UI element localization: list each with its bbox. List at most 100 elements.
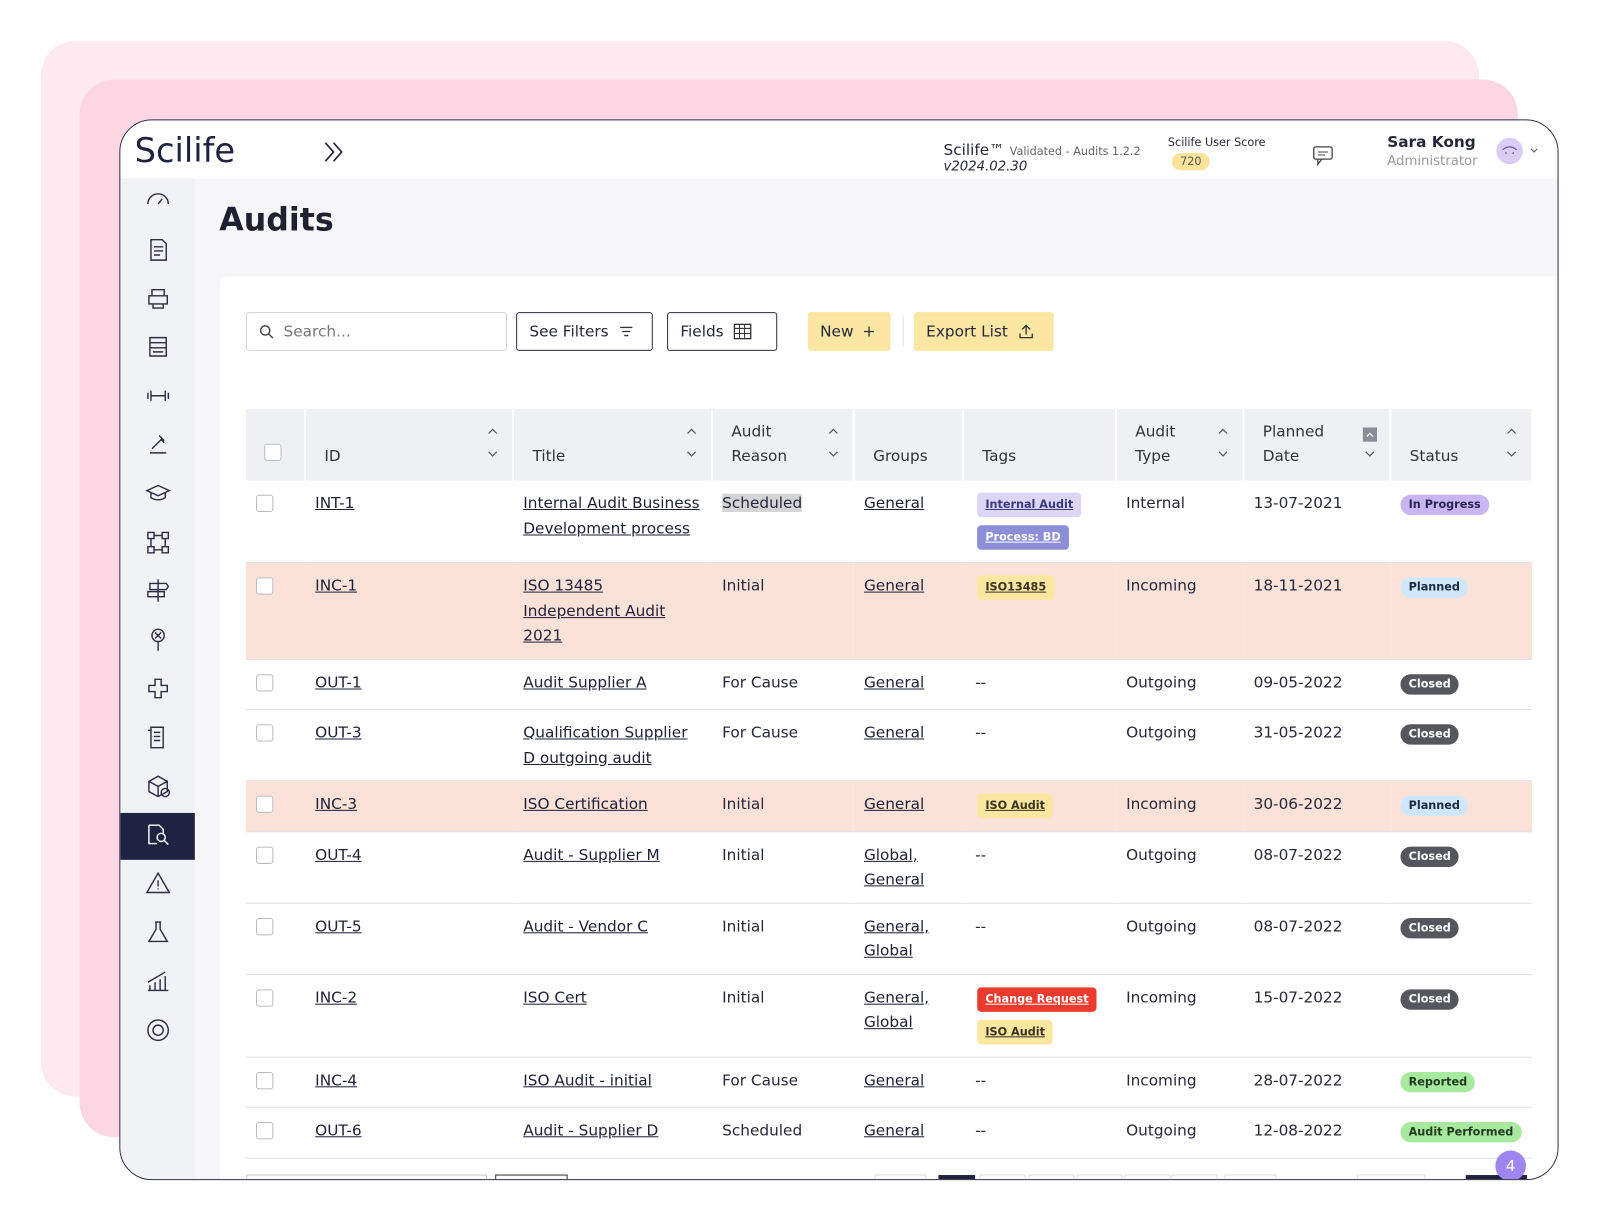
audit-title-link[interactable]: ISO 13485 Independent Audit 2021	[523, 576, 666, 645]
column-header[interactable]: Planned Date	[1243, 409, 1392, 481]
avatar[interactable]	[1495, 137, 1540, 166]
empty-tags: --	[975, 723, 987, 742]
group-link[interactable]: General	[863, 672, 925, 692]
group-link[interactable]: General	[863, 794, 925, 813]
group-link[interactable]: General	[863, 723, 925, 742]
sidebar-item[interactable]	[120, 570, 194, 617]
checkbox[interactable]	[256, 494, 274, 513]
group-link[interactable]: General	[863, 1120, 925, 1140]
tag-chip[interactable]: ISO13485	[977, 575, 1055, 600]
tag-chip[interactable]: Internal Audit	[977, 492, 1082, 518]
new-button[interactable]: New	[807, 312, 891, 351]
table-row: OUT-6 Audit - Supplier D Scheduled General -…	[245, 1107, 1533, 1159]
audit-id-link[interactable]: OUT-1	[315, 672, 362, 692]
audit-title-link[interactable]: Audit - Supplier D	[523, 1120, 659, 1140]
audit-title-link[interactable]: ISO Audit - initial	[523, 1070, 652, 1089]
tag-chip[interactable]: Process: BD	[977, 525, 1069, 550]
audit-id-link[interactable]: OUT-5	[315, 916, 362, 935]
date-cell: 12-08-2022	[1243, 1107, 1391, 1159]
planned-date: 09-05-2022	[1253, 672, 1343, 692]
audit-id-link[interactable]: OUT-3	[315, 723, 362, 742]
audit-title-link[interactable]: Audit Supplier A	[523, 672, 647, 692]
sidebar-item[interactable]	[120, 228, 194, 275]
chat-icon[interactable]	[1312, 145, 1336, 167]
sidebar-icon	[144, 529, 171, 560]
sidebar-icon	[144, 821, 171, 852]
audit-title-link[interactable]: Internal Audit Business Development proc…	[523, 493, 700, 538]
column-header[interactable]: Status	[1390, 409, 1534, 481]
sidebar-item[interactable]	[120, 765, 194, 812]
checkbox[interactable]	[256, 673, 274, 692]
audit-title-link[interactable]: Qualification Supplier D outgoing audit	[523, 723, 688, 767]
sidebar-item[interactable]	[120, 667, 194, 714]
group-link[interactable]: General, Global	[863, 916, 930, 960]
audit-id-link[interactable]: INC-4	[315, 1070, 358, 1089]
sidebar-item[interactable]	[120, 1008, 194, 1055]
sidebar-item[interactable]	[120, 618, 194, 665]
audit-id-link[interactable]: INC-3	[315, 794, 358, 813]
audit-id-link[interactable]: INT-1	[315, 493, 355, 513]
empty-tags: --	[975, 1070, 987, 1089]
sort-icon[interactable]	[1505, 427, 1519, 471]
expand-icon[interactable]	[322, 141, 344, 163]
checkbox-cell	[245, 974, 305, 1058]
sidebar-item[interactable]	[120, 375, 194, 422]
checkbox[interactable]	[256, 1122, 274, 1140]
checkbox[interactable]	[256, 724, 274, 742]
fields-button[interactable]: Fields	[667, 312, 778, 351]
checkbox[interactable]	[256, 795, 274, 813]
checkbox[interactable]	[264, 443, 282, 462]
checkbox[interactable]	[256, 846, 274, 864]
sidebar-item[interactable]	[120, 277, 194, 324]
empty-tags: --	[975, 672, 987, 692]
group-link[interactable]: General, Global	[863, 987, 930, 1032]
checkbox[interactable]	[256, 1071, 274, 1089]
audit-title-link[interactable]: Audit - Supplier M	[523, 845, 660, 864]
audit-id-link[interactable]: INC-1	[315, 576, 358, 595]
sort-icon[interactable]	[486, 427, 500, 471]
group-link[interactable]: General	[863, 576, 925, 595]
sidebar-item[interactable]	[120, 423, 194, 470]
tag-chip[interactable]: Change Request	[977, 986, 1097, 1012]
sidebar-item[interactable]	[120, 716, 194, 763]
audit-title-link[interactable]: Audit - Vendor C	[523, 916, 648, 935]
checkbox[interactable]	[256, 577, 274, 595]
column-header[interactable]: Title	[513, 409, 713, 481]
column-header[interactable]: Audit Reason	[711, 409, 855, 481]
column-header[interactable]: Audit Type	[1115, 409, 1245, 481]
sidebar-item[interactable]	[120, 813, 195, 861]
audit-id-link[interactable]: OUT-6	[315, 1120, 362, 1140]
sidebar-item[interactable]	[120, 960, 194, 1007]
filters-button[interactable]: See Filters	[516, 312, 653, 351]
sidebar-item[interactable]	[120, 180, 194, 227]
audit-id-link[interactable]: INC-2	[315, 987, 358, 1007]
help-badge[interactable]: 4	[1495, 1150, 1526, 1180]
group-link[interactable]: General	[863, 1070, 925, 1089]
audit-reason: Initial	[722, 987, 765, 1007]
sort-icon[interactable]	[684, 427, 698, 471]
sort-icon[interactable]	[1216, 427, 1230, 471]
sidebar-item[interactable]	[120, 862, 194, 909]
sort-icon[interactable]	[1362, 427, 1377, 471]
sidebar-item[interactable]	[120, 326, 194, 373]
tag-chip[interactable]: ISO Audit	[977, 1019, 1054, 1044]
column-header[interactable]: ID	[304, 409, 515, 481]
sidebar-item[interactable]	[120, 911, 194, 958]
planned-date: 18-11-2021	[1253, 576, 1343, 595]
audit-title-link[interactable]: ISO Cert	[523, 987, 587, 1007]
group-link[interactable]: Global, General	[863, 845, 925, 889]
checkbox[interactable]	[256, 988, 274, 1007]
sidebar-icon	[144, 773, 171, 804]
sidebar-item[interactable]	[120, 521, 194, 568]
group-link[interactable]: General	[863, 493, 925, 513]
checkbox[interactable]	[256, 917, 274, 935]
tag-chip[interactable]: ISO Audit	[977, 793, 1054, 819]
export-button[interactable]: Export List	[913, 312, 1054, 351]
search-box[interactable]: Search...	[245, 312, 507, 351]
sidebar-item[interactable]	[120, 472, 194, 519]
audit-id-link[interactable]: OUT-4	[315, 845, 362, 864]
sort-icon[interactable]	[826, 427, 840, 471]
audits-table: ID Title Audit Reason Groups Tags Audit Type P…	[245, 409, 1534, 1159]
logo[interactable]: Scilife	[134, 130, 236, 171]
audit-title-link[interactable]: ISO Certification	[523, 794, 648, 813]
